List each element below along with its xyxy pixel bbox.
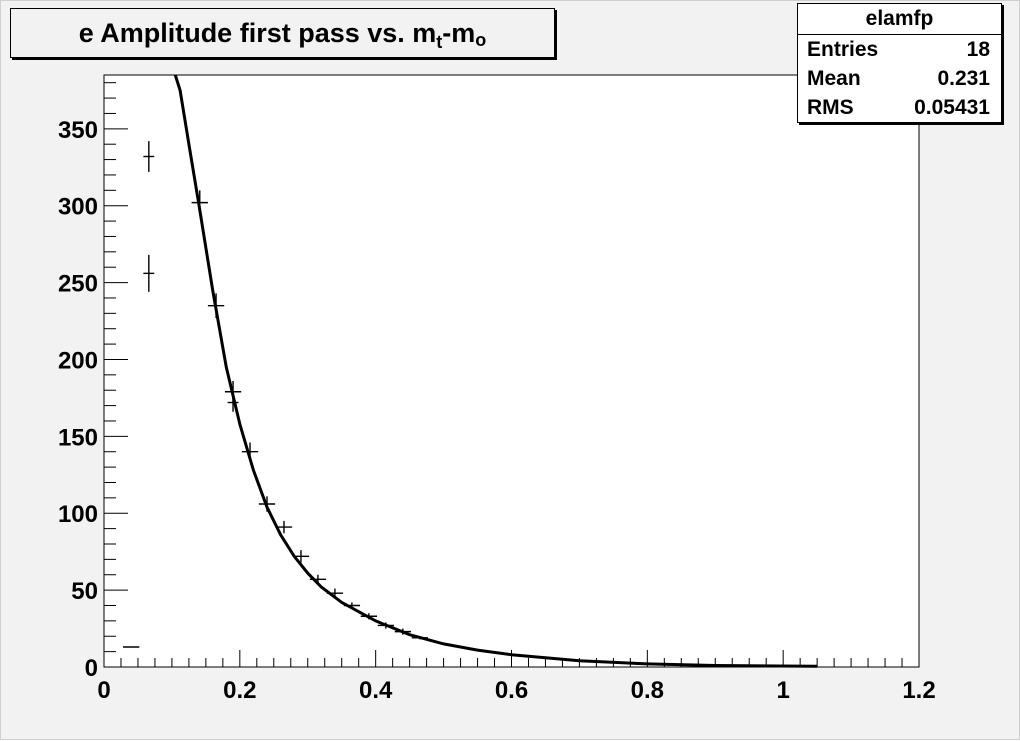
x-tick-label: 0 — [97, 677, 110, 704]
fit-curve-group — [173, 74, 818, 668]
plot-frame — [103, 74, 920, 668]
x-tick-label: 0.2 — [223, 677, 256, 704]
stats-value-rms: 0.05431 — [914, 96, 990, 119]
y-tick-label: 0 — [85, 655, 98, 682]
stats-value-mean: 0.231 — [937, 67, 990, 90]
data-point — [309, 574, 327, 584]
axes: 0 0.2 0.4 0.6 0.8 1 1.2 0 50 100 150 200 250 300 350 — [58, 82, 936, 704]
stats-label-entries: Entries — [807, 38, 879, 61]
stats-row-entries: Entries 18 — [798, 35, 1001, 64]
data-point — [292, 550, 310, 563]
data-point — [143, 141, 155, 172]
title-dash: -m — [442, 17, 476, 48]
y-tick-label: 200 — [58, 347, 98, 374]
stats-label-rms: RMS — [807, 96, 854, 119]
stats-value-entries: 18 — [966, 38, 990, 61]
title-subscript-o: o — [475, 29, 487, 50]
fit-curve — [173, 74, 818, 668]
data-point — [191, 190, 208, 215]
y-tick-label: 100 — [58, 501, 98, 528]
x-tick-label: 0.8 — [631, 677, 664, 704]
stats-title: elamfp — [798, 4, 1001, 35]
y-tick-label: 150 — [58, 424, 98, 451]
data-points — [123, 141, 428, 648]
data-point — [241, 442, 259, 461]
x-tick-label: 0.6 — [495, 677, 528, 704]
data-point — [207, 293, 225, 318]
data-point — [275, 520, 293, 534]
x-tick-label: 0.4 — [359, 677, 393, 704]
data-point — [326, 588, 344, 598]
stats-row-mean: Mean 0.231 — [798, 64, 1001, 93]
data-point — [343, 602, 361, 609]
data-point — [227, 393, 239, 412]
data-point — [143, 254, 155, 292]
stats-box: elamfp Entries 18 Mean 0.231 RMS 0.05431 — [797, 3, 1002, 123]
title-subscript-t: t — [436, 31, 443, 52]
y-tick-label: 300 — [58, 194, 98, 221]
chart-title: e Amplitude first pass vs. m t -m o — [10, 8, 555, 58]
data-point — [258, 496, 276, 512]
data-point — [377, 622, 395, 629]
title-main: e Amplitude first pass vs. m — [78, 17, 437, 48]
y-tick-label: 250 — [58, 271, 98, 298]
stats-label-mean: Mean — [807, 67, 861, 90]
y-tick-label: 50 — [71, 578, 98, 605]
x-tick-label: 1.2 — [902, 677, 935, 704]
data-point — [411, 636, 428, 640]
data-point — [394, 628, 411, 635]
data-point — [360, 613, 378, 620]
stats-row-rms: RMS 0.05431 — [798, 93, 1001, 122]
y-tick-label: 350 — [58, 117, 98, 144]
x-tick-label: 1 — [776, 677, 789, 704]
